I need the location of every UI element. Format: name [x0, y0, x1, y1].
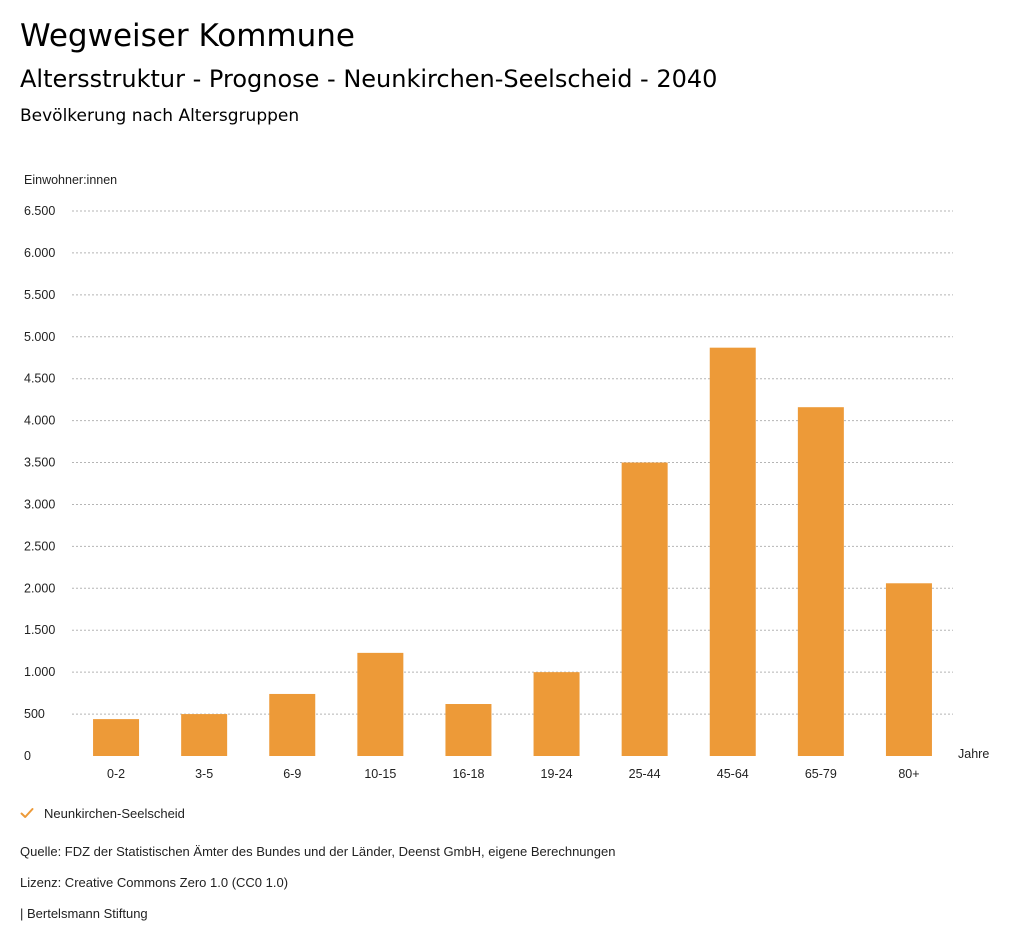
- page-subtitle: Altersstruktur - Prognose - Neunkirchen-…: [20, 65, 718, 93]
- page-title: Wegweiser Kommune: [20, 18, 355, 54]
- y-tick-label: 6.000: [24, 246, 55, 260]
- y-tick-label: 1.000: [24, 665, 55, 679]
- y-tick-label: 6.500: [24, 204, 55, 218]
- x-tick-label: 25-44: [629, 767, 661, 781]
- bar-25-44[interactable]: [621, 462, 668, 756]
- bar-80+[interactable]: [885, 583, 932, 756]
- x-tick-label: 3-5: [195, 767, 213, 781]
- y-tick-label: 5.500: [24, 288, 55, 302]
- x-tick-label: 16-18: [452, 767, 484, 781]
- x-tick-label: 6-9: [283, 767, 301, 781]
- y-tick-label: 0: [24, 749, 31, 763]
- y-tick-label: 3.500: [24, 456, 55, 470]
- y-axis-label: Einwohner:innen: [24, 173, 117, 187]
- license-text: Lizenz: Creative Commons Zero 1.0 (CC0 1…: [20, 875, 289, 890]
- x-axis-ticks: 0-2 3-5 6-9 10-15 16-18 19-24 25-44 45-64 65-79 8…: [107, 767, 920, 781]
- bars: [93, 347, 932, 756]
- bar-6-9[interactable]: [269, 693, 316, 756]
- x-tick-label: 80+: [898, 767, 919, 781]
- x-axis-label: Jahre: [958, 747, 989, 761]
- x-tick-label: 65-79: [805, 767, 837, 781]
- bar-16-18[interactable]: [445, 704, 492, 756]
- bar-chart: Einwohner:innen 0 500 1.000 1.500 2.000 2.500…: [24, 173, 989, 781]
- checkmark-icon[interactable]: [20, 806, 34, 820]
- y-tick-label: 3.000: [24, 497, 55, 511]
- chart-title: Bevölkerung nach Altersgruppen: [20, 106, 300, 126]
- y-tick-label: 2.500: [24, 539, 55, 553]
- bar-10-15[interactable]: [357, 652, 404, 756]
- x-tick-label: 45-64: [717, 767, 749, 781]
- x-tick-label: 10-15: [364, 767, 396, 781]
- y-tick-label: 4.000: [24, 414, 55, 428]
- publisher-text: | Bertelsmann Stiftung: [20, 906, 148, 921]
- y-tick-label: 1.500: [24, 623, 55, 637]
- y-tick-label: 2.000: [24, 581, 55, 595]
- legend-label: Neunkirchen-Seelscheid: [44, 805, 185, 821]
- bar-65-79[interactable]: [797, 407, 844, 756]
- y-tick-label: 5.000: [24, 330, 55, 344]
- y-tick-label: 4.500: [24, 372, 55, 386]
- gridlines: [72, 210, 953, 715]
- y-axis-ticks: 0 500 1.000 1.500 2.000 2.500 3.000 3.500 4.000 4…: [24, 204, 55, 763]
- bar-45-64[interactable]: [709, 347, 756, 756]
- x-tick-label: 0-2: [107, 767, 125, 781]
- legend[interactable]: Neunkirchen-Seelscheid: [20, 803, 185, 823]
- bar-0-2[interactable]: [93, 719, 140, 756]
- x-tick-label: 19-24: [541, 767, 573, 781]
- bar-19-24[interactable]: [533, 672, 580, 756]
- source-text: Quelle: FDZ der Statistischen Ämter des …: [20, 844, 616, 859]
- bar-3-5[interactable]: [181, 714, 228, 756]
- y-tick-label: 500: [24, 707, 45, 721]
